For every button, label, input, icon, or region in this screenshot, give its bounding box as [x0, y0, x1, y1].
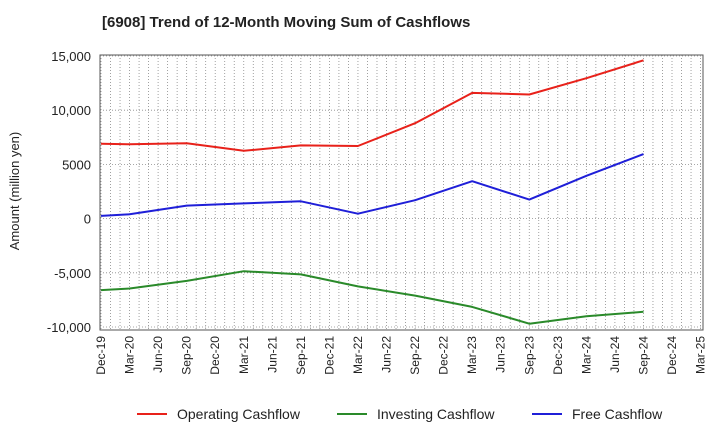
x-tick-label: Dec-19	[94, 336, 108, 375]
x-tick-label: Dec-24	[665, 336, 679, 375]
series-line-operating-cashflow	[100, 59, 644, 152]
plot-area	[99, 54, 704, 331]
chart-title: [6908] Trend of 12-Month Moving Sum of C…	[102, 14, 471, 31]
x-tick-label: Dec-22	[437, 336, 451, 375]
x-tick-label: Mar-22	[351, 336, 365, 374]
y-tick-label: 0	[84, 212, 91, 227]
legend-label-investing-cashflow: Investing Cashflow	[377, 406, 495, 422]
legend-label-operating-cashflow: Operating Cashflow	[177, 406, 301, 422]
legend: Operating Cashflow Investing Cashflow Free…	[137, 406, 663, 422]
x-tick-label: Jun-21	[265, 336, 279, 373]
x-tick-label: Dec-20	[208, 336, 222, 375]
x-tick-label: Sep-24	[636, 336, 650, 375]
grid-layer	[100, 55, 703, 330]
x-tick-label: Mar-21	[237, 336, 251, 374]
x-tick-label: Sep-21	[294, 336, 308, 375]
x-tick-label: Jun-20	[151, 336, 165, 373]
series-layer	[100, 59, 644, 325]
x-tick-label: Sep-23	[522, 336, 536, 375]
y-tick-label: 5000	[62, 157, 91, 172]
y-tick-labels: 15,000 10,000 5000 0 -5,000 -10,000	[47, 49, 91, 335]
x-tick-label: Mar-25	[694, 336, 708, 374]
y-tick-label: -5,000	[54, 266, 91, 281]
legend-label-free-cashflow: Free Cashflow	[572, 406, 663, 422]
x-tick-label: Mar-23	[465, 336, 479, 374]
x-tick-label: Jun-24	[608, 336, 622, 373]
series-line-free-cashflow	[100, 153, 644, 217]
x-tick-label: Dec-21	[322, 336, 336, 375]
y-tick-label: 15,000	[51, 49, 91, 64]
x-tick-label: Sep-20	[180, 336, 194, 375]
y-axis-label: Amount (million yen)	[7, 132, 22, 251]
x-tick-label: Jun-22	[380, 336, 394, 373]
x-tick-label: Mar-20	[123, 336, 137, 374]
x-tick-label: Dec-23	[551, 336, 565, 375]
x-tick-label: Sep-22	[408, 336, 422, 375]
x-tick-label: Jun-23	[494, 336, 508, 373]
y-tick-label: 10,000	[51, 103, 91, 118]
y-tick-label: -10,000	[47, 320, 91, 335]
series-line-investing-cashflow	[100, 270, 644, 325]
x-tick-labels: Dec-19 Mar-20 Jun-20 Sep-20 Dec-20 Mar-21 Jun-…	[94, 336, 708, 375]
x-tick-label: Mar-24	[579, 336, 593, 374]
